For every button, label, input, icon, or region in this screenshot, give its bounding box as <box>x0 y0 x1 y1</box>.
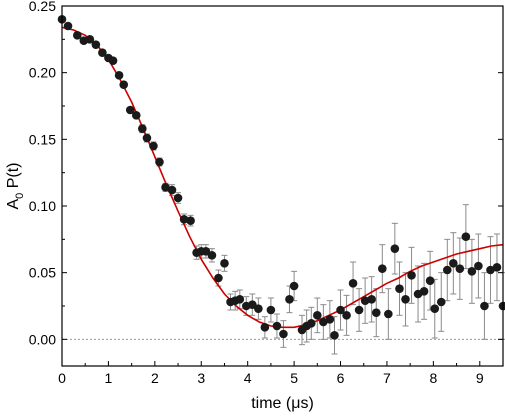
data-point <box>214 273 223 283</box>
data-point <box>155 157 164 167</box>
data-point <box>186 216 195 225</box>
x-tick-label: 1 <box>105 370 113 386</box>
data-point <box>98 48 107 57</box>
data-point <box>442 265 452 275</box>
data-point <box>289 281 299 291</box>
data-point <box>319 317 328 327</box>
data-point <box>138 124 147 133</box>
data-point <box>207 251 217 260</box>
data-point <box>390 244 400 253</box>
data-point <box>348 279 358 288</box>
x-tick-label: 3 <box>197 370 205 386</box>
data-point <box>220 259 229 268</box>
data-point <box>407 271 416 280</box>
x-tick-label: 5 <box>290 370 298 386</box>
data-point <box>235 295 245 304</box>
data-point <box>114 71 124 80</box>
data-point <box>272 321 282 331</box>
data-point <box>367 295 376 304</box>
y-axis-title: A0 P(t) <box>5 162 26 209</box>
data-point <box>313 311 322 320</box>
data-points-layer <box>57 15 505 340</box>
data-point <box>492 263 502 272</box>
data-point <box>63 21 73 31</box>
data-point <box>474 261 483 271</box>
data-point <box>455 264 465 273</box>
x-tick-label: 6 <box>337 370 345 386</box>
data-point <box>179 215 189 224</box>
data-point <box>142 133 152 143</box>
y-tick-label: 0.05 <box>29 265 56 281</box>
data-point <box>449 259 458 268</box>
data-point <box>401 295 410 304</box>
data-point <box>384 309 393 319</box>
data-point <box>279 329 288 339</box>
y-tick-label: 0.10 <box>29 198 56 214</box>
data-point <box>131 111 141 120</box>
data-point <box>260 323 270 332</box>
data-point <box>73 31 82 40</box>
x-tick-label: 0 <box>58 370 66 386</box>
data-point <box>425 276 435 285</box>
fit-curve <box>61 26 504 329</box>
data-point <box>149 141 158 151</box>
data-point <box>119 80 129 89</box>
data-point <box>330 331 339 340</box>
data-point <box>436 297 446 307</box>
data-point <box>461 232 471 241</box>
x-tick-label: 7 <box>383 370 391 386</box>
data-point <box>201 247 211 256</box>
x-axis-title: time (μs) <box>251 395 314 412</box>
x-tick-label: 4 <box>244 370 252 386</box>
fit-curve-layer <box>61 26 504 329</box>
data-point <box>419 287 429 296</box>
data-point <box>167 185 177 195</box>
data-point <box>161 183 170 192</box>
data-point <box>395 284 404 293</box>
plot-frame <box>61 5 504 367</box>
data-point <box>306 319 316 328</box>
x-tick-label: 2 <box>151 370 159 386</box>
y-axis-title-subscript: 0 <box>14 193 26 199</box>
data-point <box>360 296 370 305</box>
y-tick-label: 0.00 <box>29 331 56 347</box>
data-point <box>430 304 440 313</box>
data-point <box>480 301 489 311</box>
y-axis-title-main: A <box>5 199 22 210</box>
data-point <box>285 295 294 304</box>
data-point <box>108 56 118 65</box>
ticks-layer: 0 1 2 3 4 5 6 7 8 9 0.00 0.05 0.10 0.15 0.20 0.25 <box>29 0 503 386</box>
data-point <box>498 301 505 311</box>
y-tick-label: 0.25 <box>29 0 56 14</box>
data-point <box>486 265 495 275</box>
data-point <box>342 311 351 320</box>
y-tick-label: 0.15 <box>29 131 56 147</box>
data-point <box>467 267 477 276</box>
data-point <box>336 305 345 315</box>
data-point <box>173 193 183 203</box>
x-tick-label: 8 <box>429 370 437 386</box>
data-point <box>378 264 387 273</box>
y-tick-label: 0.20 <box>29 65 56 81</box>
x-tick-label: 9 <box>476 370 484 386</box>
data-point <box>125 105 135 115</box>
data-point <box>91 40 101 49</box>
data-point <box>85 35 95 44</box>
y-axis-title-rest: P(t) <box>5 162 22 192</box>
data-point <box>371 308 381 317</box>
data-point <box>266 305 276 315</box>
data-point <box>325 315 335 324</box>
data-point <box>254 304 263 313</box>
data-point <box>354 305 364 315</box>
data-point <box>248 300 257 309</box>
